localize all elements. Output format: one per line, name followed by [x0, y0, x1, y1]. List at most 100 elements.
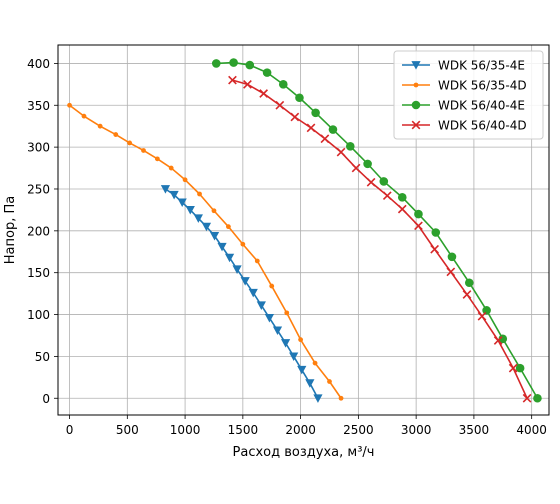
- data-point: [446, 267, 456, 277]
- data-point: [431, 228, 441, 237]
- legend: WDK 56/35-4E WDK 56/35-4D WDK 56/40-4E WDK …: [393, 50, 544, 140]
- data-point: [336, 147, 346, 157]
- data-point: [493, 336, 503, 345]
- y-tick-label: 300: [27, 141, 50, 155]
- legend-label: WDK 56/35-4E: [438, 59, 525, 73]
- series-wdk-56-35-4e: [160, 185, 323, 403]
- data-point: [498, 334, 508, 344]
- data-point: [168, 165, 174, 171]
- plot-frame: [57, 44, 550, 416]
- data-point: [338, 395, 344, 401]
- y-tick-label: 0: [42, 392, 50, 406]
- x-axis-label: Расход воздуха, м³/ч: [233, 445, 375, 460]
- data-point: [193, 214, 203, 223]
- data-point: [397, 204, 407, 214]
- data-point: [313, 394, 323, 403]
- data-point: [462, 290, 472, 299]
- data-point: [182, 177, 188, 183]
- plot-series: [67, 58, 542, 403]
- data-point: [262, 68, 272, 77]
- data-point: [254, 258, 260, 264]
- data-point: [113, 132, 119, 137]
- data-point: [295, 93, 304, 103]
- data-point: [127, 140, 133, 146]
- data-point: [197, 191, 202, 197]
- y-tick-label: 100: [27, 308, 50, 322]
- legend-marker: [411, 61, 421, 70]
- data-point: [256, 301, 266, 310]
- data-point: [345, 141, 355, 151]
- data-point: [414, 221, 423, 231]
- data-point: [477, 311, 487, 321]
- legend-item: WDK 56/35-4D: [402, 79, 527, 93]
- y-tick-label: 400: [27, 57, 50, 71]
- data-point: [177, 198, 187, 207]
- data-point: [311, 108, 320, 118]
- series-wdk-56-40-4d: [228, 75, 532, 403]
- data-point: [351, 163, 361, 173]
- data-point: [211, 59, 221, 68]
- data-point: [320, 134, 330, 144]
- data-point: [482, 306, 491, 315]
- data-point: [209, 231, 220, 241]
- legend-label: WDK 56/40-4D: [438, 119, 527, 133]
- x-tick-label: 1500: [228, 423, 259, 437]
- data-point: [269, 283, 275, 289]
- series-wdk-56-40-4e: [211, 58, 542, 403]
- data-point: [259, 89, 269, 98]
- data-point: [243, 79, 252, 89]
- y-tick-label: 150: [27, 266, 50, 280]
- data-point: [169, 190, 179, 200]
- data-point: [522, 393, 532, 403]
- data-point: [224, 253, 235, 263]
- data-point: [382, 191, 392, 201]
- legend-label: WDK 56/40-4E: [438, 99, 525, 113]
- y-axis-ticks: 0 50 100 150 200 250 300 350 400: [27, 57, 58, 406]
- legend-item: WDK 56/40-4E: [402, 99, 525, 113]
- data-point: [464, 278, 474, 288]
- data-point: [284, 310, 290, 316]
- x-tick-label: 2500: [343, 423, 374, 437]
- data-point: [201, 222, 212, 232]
- data-point: [154, 156, 160, 162]
- x-tick-label: 4000: [516, 423, 547, 437]
- data-point: [306, 123, 316, 133]
- x-tick-label: 500: [116, 423, 139, 437]
- data-point: [272, 326, 283, 336]
- data-point: [160, 185, 171, 194]
- data-point: [414, 209, 423, 219]
- data-point: [366, 177, 376, 187]
- data-point: [67, 102, 72, 108]
- data-point: [328, 125, 338, 134]
- y-tick-label: 250: [27, 182, 50, 196]
- data-point: [211, 208, 217, 214]
- legend-marker: [413, 82, 419, 88]
- legend-box: [393, 50, 544, 140]
- x-tick-label: 3000: [401, 423, 432, 437]
- x-tick-label: 0: [66, 423, 74, 437]
- y-tick-label: 350: [27, 99, 50, 113]
- data-point: [430, 244, 439, 254]
- data-point: [397, 193, 407, 202]
- data-point: [229, 58, 238, 67]
- data-point: [379, 177, 389, 186]
- y-axis-label: Напор, Па: [3, 196, 18, 264]
- data-point: [248, 288, 258, 298]
- data-point: [447, 252, 457, 262]
- series-wdk-56-35-4d: [67, 102, 344, 401]
- data-point: [245, 60, 255, 70]
- data-point: [312, 360, 318, 366]
- data-point: [226, 224, 231, 230]
- legend-item: WDK 56/40-4D: [402, 119, 527, 133]
- data-point: [217, 242, 227, 252]
- legend-label: WDK 56/35-4D: [438, 79, 527, 93]
- legend-marker: [411, 120, 421, 130]
- data-point: [533, 393, 542, 403]
- data-point: [515, 363, 525, 373]
- data-point: [305, 379, 315, 388]
- data-point: [280, 339, 291, 348]
- y-tick-label: 50: [35, 350, 50, 364]
- x-tick-label: 1000: [170, 423, 201, 437]
- data-point: [97, 123, 103, 129]
